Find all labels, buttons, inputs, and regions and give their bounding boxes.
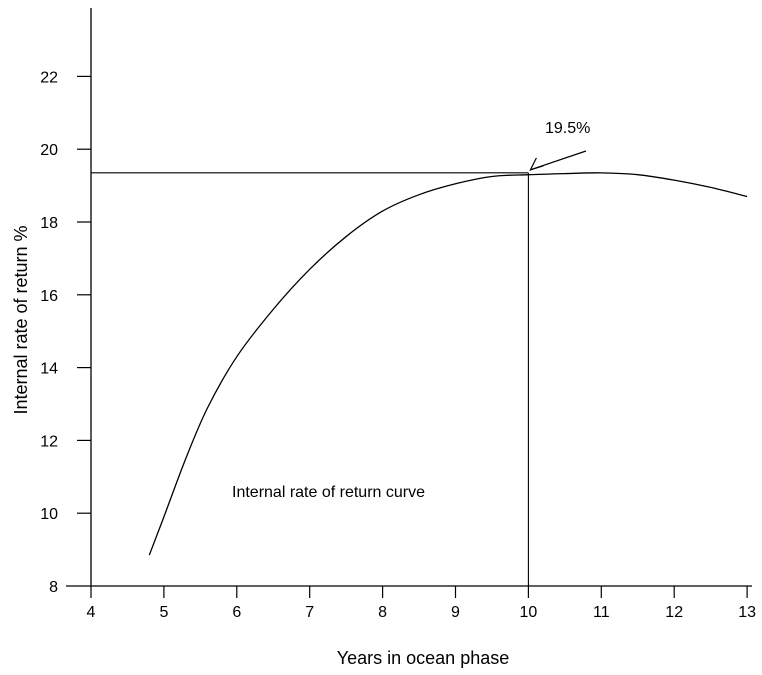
axes — [66, 8, 752, 587]
curve-label: Internal rate of return curve — [232, 484, 425, 501]
x-axis-title: Years in ocean phase — [337, 648, 509, 668]
x-tick-label: 4 — [87, 604, 96, 621]
y-tick-label: 10 — [40, 506, 58, 523]
annotation-arrow-head — [529, 157, 544, 171]
y-tick-label: 18 — [40, 215, 58, 232]
series — [148, 172, 748, 556]
x-tick-label: 8 — [378, 604, 387, 621]
x-tick-label: 7 — [305, 604, 314, 621]
y-axis-title: Internal rate of return % — [11, 225, 31, 414]
y-tick-label: 20 — [40, 142, 58, 159]
x-tick-label: 11 — [593, 604, 610, 621]
irr-curve — [148, 172, 748, 556]
x-tick-label: 9 — [451, 604, 460, 621]
ticks: 4 5 6 7 8 9 10 11 12 13 8 10 12 14 16 18 20 22 — [40, 69, 756, 621]
x-tick-label: 12 — [665, 604, 683, 621]
x-tick-label: 10 — [520, 604, 538, 621]
y-tick-label: 8 — [49, 579, 58, 596]
annotations: 19.5% Internal rate of return curve — [232, 120, 590, 501]
x-tick-label: 6 — [232, 604, 241, 621]
y-tick-label: 16 — [40, 288, 58, 305]
y-tick-label: 12 — [40, 433, 58, 450]
y-tick-label: 22 — [40, 69, 58, 86]
optimum-label: 19.5% — [545, 120, 590, 137]
reference-lines — [91, 172, 529, 586]
x-tick-label: 13 — [738, 604, 756, 621]
x-tick-label: 5 — [159, 604, 168, 621]
y-tick-label: 14 — [40, 361, 58, 378]
